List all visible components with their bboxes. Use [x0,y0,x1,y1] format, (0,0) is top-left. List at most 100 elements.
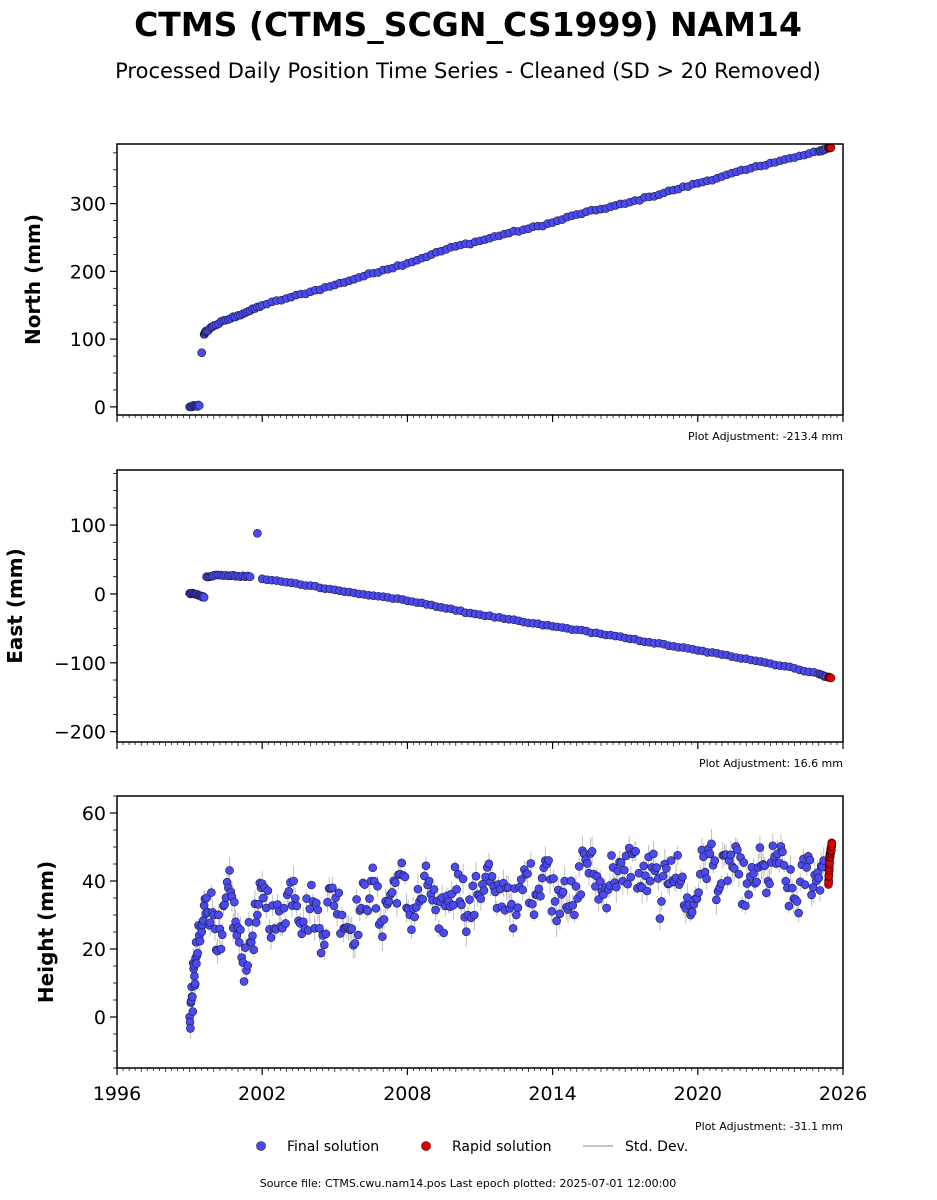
final-point [642,886,652,896]
final-point [620,865,629,875]
final-point [365,894,374,903]
final-point [802,863,812,872]
final-point [307,880,316,890]
xtick-label: 2008 [383,1083,431,1105]
final-point [253,529,262,538]
figure-title: CTMS (CTMS_SCGN_CS1999) NAM14 [134,5,802,44]
legend-final-label: Final solution [287,1139,379,1155]
final-point [192,959,201,968]
final-point [190,971,199,981]
final-point [410,912,419,922]
final-point [279,903,289,913]
height-plot-adjustment: Plot Adjustment: -31.1 mm [695,1120,843,1133]
east-plot-adjustment: Plot Adjustment: 16.6 mm [699,757,843,770]
final-point [507,899,516,909]
final-point [205,918,215,927]
final-point [765,879,774,889]
ytick-label: 0 [94,1007,106,1029]
final-point [712,895,721,905]
final-point [368,863,378,873]
rapid-point [826,673,836,683]
final-point [694,888,703,897]
final-point [202,893,211,903]
final-point [194,401,204,410]
final-point [186,1024,195,1033]
final-point [528,899,537,909]
final-point [655,914,665,923]
final-point [371,904,381,913]
final-point [526,859,536,868]
final-point [461,927,471,936]
final-point [678,872,687,882]
final-point [762,888,771,898]
rapid-point [827,839,837,848]
final-point [439,928,449,938]
final-point [418,894,428,904]
final-point [266,933,276,942]
final-point [392,898,402,908]
final-point [400,872,410,882]
final-point [424,876,434,886]
final-point [547,907,557,916]
panel-north: 0 100 200 300 North (mm) Plot Adjustment: -… [21,143,844,443]
final-point [683,893,692,902]
final-point [195,936,205,946]
final-point [373,881,382,891]
panel-height: 0 20 40 60 1996 2002 2008 2014 2020 2026 Height (… [34,795,867,1133]
final-point [465,895,474,904]
final-point [193,948,202,958]
final-point [284,887,294,896]
final-point [645,876,655,886]
final-point [652,863,661,872]
ytick-label: 100 [70,515,106,537]
final-point [244,917,254,927]
final-point [786,865,795,874]
final-point [550,897,560,906]
ytick-label: 60 [82,803,106,825]
final-point [188,1007,198,1016]
final-point [289,876,298,886]
ytick-label: 100 [70,329,106,351]
final-point [471,871,481,881]
final-point [259,893,268,903]
xtick-label: 1996 [93,1083,141,1105]
final-point [251,918,261,927]
final-point [487,872,497,881]
final-point [673,851,682,860]
final-point [378,932,387,942]
east-points [185,529,836,683]
final-point [534,884,544,894]
panel-east: −200 −100 0 100 East (mm) Plot Adjustment: … [3,469,844,770]
final-point [329,901,339,911]
xtick-label: 2002 [238,1083,286,1105]
final-point [197,348,206,357]
legend-final-marker [256,1141,266,1151]
ytick-label: 0 [94,397,106,419]
final-point [429,885,439,894]
final-point [523,869,532,879]
final-point [814,873,824,883]
final-point [787,883,797,893]
final-point [612,882,621,892]
final-point [347,924,357,933]
final-point [734,869,744,879]
final-point [334,888,344,898]
final-point [733,845,742,855]
final-point [649,849,658,859]
final-point [623,879,632,889]
final-point [263,886,273,896]
final-point [511,910,521,920]
final-point [726,850,736,860]
final-point [421,861,431,871]
north-points [185,144,836,412]
final-point [549,874,558,883]
final-point [752,877,761,887]
final-point [390,878,400,888]
final-point [616,858,626,868]
final-point [508,923,518,933]
final-point [468,881,478,891]
final-point [217,930,227,939]
xtick-label: 2020 [674,1083,722,1105]
final-point [723,876,732,886]
final-point [248,931,257,941]
